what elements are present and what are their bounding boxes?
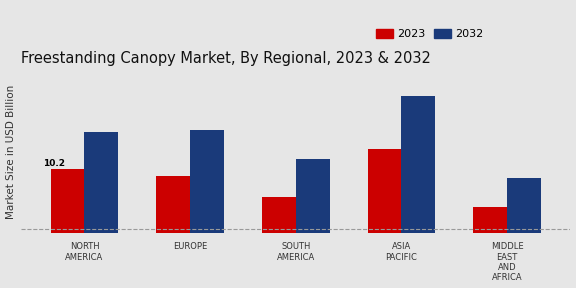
- Text: 10.2: 10.2: [43, 159, 66, 168]
- Bar: [156, 176, 190, 288]
- Bar: [85, 132, 118, 288]
- Y-axis label: Market Size in USD Billion: Market Size in USD Billion: [6, 85, 16, 219]
- Bar: [401, 96, 435, 288]
- Bar: [190, 130, 224, 288]
- Bar: [507, 178, 541, 288]
- Bar: [296, 159, 329, 288]
- Bar: [51, 169, 85, 288]
- Bar: [473, 207, 507, 288]
- Text: Freestanding Canopy Market, By Regional, 2023 & 2032: Freestanding Canopy Market, By Regional,…: [21, 51, 431, 66]
- Legend: 2023, 2032: 2023, 2032: [372, 25, 488, 44]
- Bar: [262, 197, 296, 288]
- Bar: [367, 149, 401, 288]
